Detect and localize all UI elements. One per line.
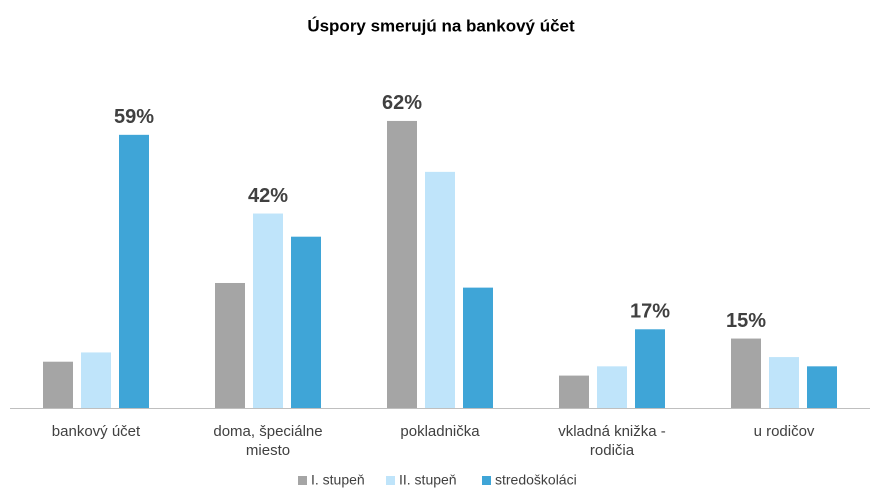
bar — [43, 361, 73, 408]
data-label: 17% — [630, 301, 670, 323]
legend-label: II. stupeň — [399, 472, 457, 488]
data-label: 59% — [114, 106, 154, 128]
bar — [119, 134, 149, 408]
x-tick-label: vkladná knižka - rodičia — [558, 423, 666, 459]
bar — [635, 329, 665, 408]
bar — [291, 236, 321, 408]
legend-swatch — [386, 476, 395, 485]
chart-title: Úspory smerujú na bankový účet — [307, 16, 575, 35]
bar — [807, 366, 837, 408]
bar — [463, 287, 493, 408]
x-tick-label: doma, špeciálne miesto — [213, 423, 323, 459]
bar — [215, 282, 245, 408]
bar — [81, 352, 111, 408]
x-tick-label: bankový účet — [51, 423, 141, 440]
x-tick-label: pokladnička — [400, 423, 480, 440]
x-tick-label: u rodičov — [753, 423, 815, 440]
legend-label: I. stupeň — [311, 472, 365, 488]
bar — [731, 338, 761, 408]
legend-swatch — [298, 476, 307, 485]
bar — [559, 375, 589, 408]
data-label: 15% — [726, 310, 766, 332]
bar — [253, 213, 283, 408]
bar — [425, 171, 455, 408]
data-label: 62% — [382, 92, 422, 114]
data-label: 42% — [248, 185, 288, 207]
bar — [387, 120, 417, 408]
bar — [769, 357, 799, 408]
legend-swatch — [482, 476, 491, 485]
bar — [597, 366, 627, 408]
legend-label: stredoškoláci — [495, 472, 577, 488]
